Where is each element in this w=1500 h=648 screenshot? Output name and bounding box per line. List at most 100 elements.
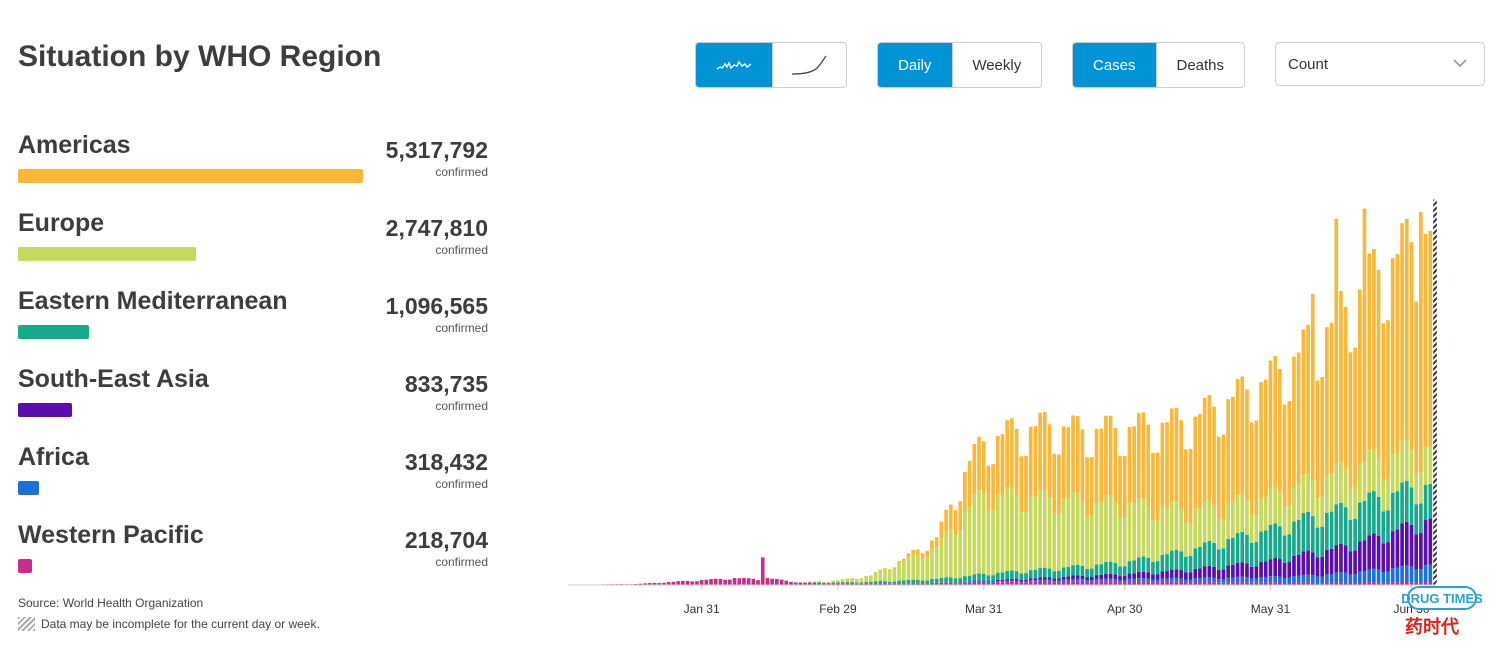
bar-western-pacific	[1231, 582, 1235, 585]
region-value: 5,317,792	[385, 137, 488, 163]
drug-times-logo-mark: DRUG TIMES 药时代	[1401, 586, 1483, 638]
bar-eastern-mediterranean	[1122, 566, 1127, 576]
bar-eastern-mediterranean	[1118, 566, 1122, 577]
bar-europe	[1296, 484, 1301, 520]
scale-dropdown[interactable]: Count	[1275, 42, 1485, 86]
bar-eastern-mediterranean	[967, 575, 972, 582]
bar-eastern-mediterranean	[1419, 503, 1423, 534]
bar-africa	[967, 582, 972, 583]
region-item-western-pacific[interactable]: Western Pacific 218,704 confirmed	[18, 521, 493, 591]
bar-western-pacific	[1226, 582, 1230, 585]
bar-western-pacific	[638, 583, 643, 585]
bar-western-pacific	[1263, 582, 1268, 585]
bar-africa	[1127, 578, 1132, 582]
bar-eastern-mediterranean	[1169, 550, 1174, 570]
bar-western-pacific	[845, 583, 850, 585]
page-title: Situation by WHO Region	[18, 40, 382, 73]
bar-western-pacific	[1085, 582, 1089, 585]
region-bar	[18, 481, 39, 495]
bar-western-pacific	[1042, 581, 1047, 585]
bar-africa	[1419, 569, 1423, 583]
bar-eastern-mediterranean	[1245, 534, 1249, 564]
bar-south-east-asia	[1085, 577, 1089, 581]
weekly-button[interactable]: Weekly	[951, 43, 1041, 87]
bar-americas	[1132, 426, 1136, 504]
bar-americas	[1118, 456, 1122, 518]
bar-africa	[1306, 574, 1310, 583]
bar-africa	[1169, 577, 1174, 582]
region-item-eastern-mediterranean[interactable]: Eastern Mediterranean 1,096,565 confirme…	[18, 287, 493, 357]
bar-europe	[1184, 523, 1188, 557]
bar-eastern-mediterranean	[986, 575, 991, 582]
bar-africa	[1329, 574, 1334, 583]
bar-europe	[1287, 505, 1292, 535]
bar-americas	[1010, 418, 1014, 489]
daily-curve-button[interactable]	[696, 43, 772, 87]
bar-western-pacific	[934, 583, 939, 585]
bar-western-pacific	[760, 557, 765, 585]
region-bar	[18, 325, 89, 339]
bar-africa	[995, 581, 1000, 583]
bar-americas	[1329, 322, 1334, 475]
bar-eastern-mediterranean	[1024, 573, 1028, 580]
cases-button[interactable]: Cases	[1073, 43, 1156, 87]
bar-south-east-asia	[1329, 548, 1334, 575]
bar-western-pacific	[1127, 581, 1132, 585]
bar-europe	[864, 576, 868, 582]
bar-africa	[1014, 580, 1019, 583]
bar-americas	[1198, 414, 1202, 509]
bar-americas	[1202, 397, 1207, 502]
bar-eastern-mediterranean	[1287, 534, 1292, 563]
region-item-americas[interactable]: Americas 5,317,792 confirmed	[18, 131, 493, 201]
region-label: confirmed	[435, 399, 488, 413]
bar-europe	[1315, 497, 1320, 528]
bar-europe	[1000, 494, 1005, 573]
bar-south-east-asia	[1292, 555, 1296, 577]
bar-western-pacific	[1357, 582, 1362, 585]
deaths-button[interactable]: Deaths	[1155, 43, 1244, 87]
bar-south-east-asia	[1057, 578, 1061, 581]
bar-eastern-mediterranean	[1263, 530, 1268, 562]
bar-western-pacific	[977, 582, 981, 585]
bar-americas	[1028, 426, 1033, 497]
bar-africa	[1042, 579, 1047, 582]
bar-americas	[1174, 407, 1179, 503]
bar-western-pacific	[1343, 582, 1348, 585]
cumulative-curve-button[interactable]	[771, 43, 847, 87]
bar-americas	[1165, 422, 1169, 508]
bar-americas	[1042, 412, 1047, 491]
bar-africa	[1174, 577, 1179, 582]
bar-eastern-mediterranean	[1099, 564, 1104, 575]
bar-americas	[892, 567, 897, 569]
region-bar	[18, 559, 32, 573]
bar-eastern-mediterranean	[1414, 504, 1419, 535]
bar-africa	[1099, 579, 1104, 582]
bar-western-pacific	[887, 583, 892, 585]
bar-europe	[1329, 474, 1334, 512]
bar-western-pacific	[709, 579, 713, 585]
bar-europe	[845, 578, 850, 582]
region-item-europe[interactable]: Europe 2,747,810 confirmed	[18, 209, 493, 279]
region-item-africa[interactable]: Africa 318,432 confirmed	[18, 443, 493, 513]
bar-americas	[1240, 376, 1245, 495]
bar-americas	[1075, 416, 1080, 494]
bar-south-east-asia	[977, 580, 981, 582]
bar-africa	[1282, 577, 1287, 583]
period-toggle: Daily Weekly	[877, 42, 1042, 88]
bar-eastern-mediterranean	[1019, 573, 1024, 580]
daily-button[interactable]: Daily	[878, 43, 952, 87]
bar-europe	[1071, 492, 1075, 566]
bar-europe	[1353, 486, 1357, 519]
bar-south-east-asia	[1104, 573, 1108, 579]
bar-eastern-mediterranean	[1395, 491, 1400, 530]
bar-western-pacific	[1329, 582, 1334, 585]
bar-western-pacific	[1320, 583, 1324, 585]
bar-americas	[1000, 434, 1005, 495]
bar-europe	[1075, 493, 1080, 565]
region-item-south-east-asia[interactable]: South-East Asia 833,735 confirmed	[18, 365, 493, 435]
bar-americas	[1395, 254, 1400, 454]
bar-americas	[1254, 420, 1259, 515]
bar-europe	[1066, 499, 1071, 567]
bar-western-pacific	[1057, 582, 1061, 585]
bar-europe	[1057, 513, 1061, 571]
